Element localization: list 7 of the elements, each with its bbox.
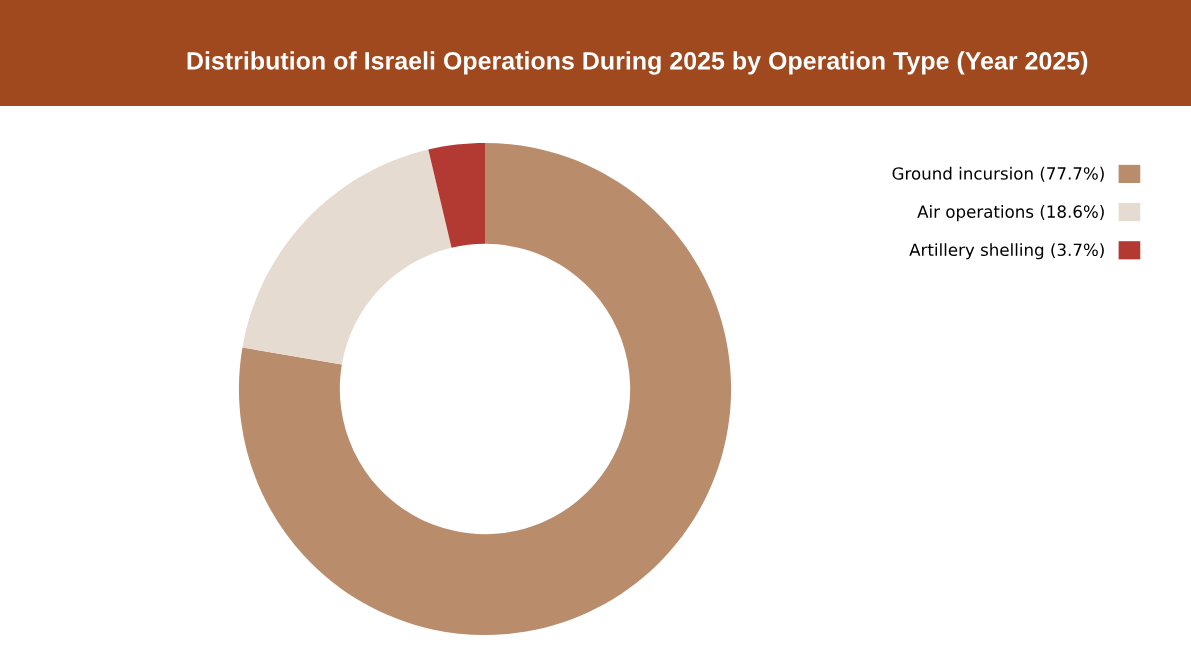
donut-slice [428,142,485,248]
legend-label: Air operations (18.6%) [917,205,1104,222]
donut-slice [238,142,732,636]
legend-label: Ground incursion (77.7%) [892,166,1104,182]
donut-slice [242,149,452,365]
chart-title: Distribution of Israeli Operations During 2025 by Operation Type (Year 2025) [187,51,1088,75]
legend-label: Artillery shelling (3.7%) [909,243,1104,260]
